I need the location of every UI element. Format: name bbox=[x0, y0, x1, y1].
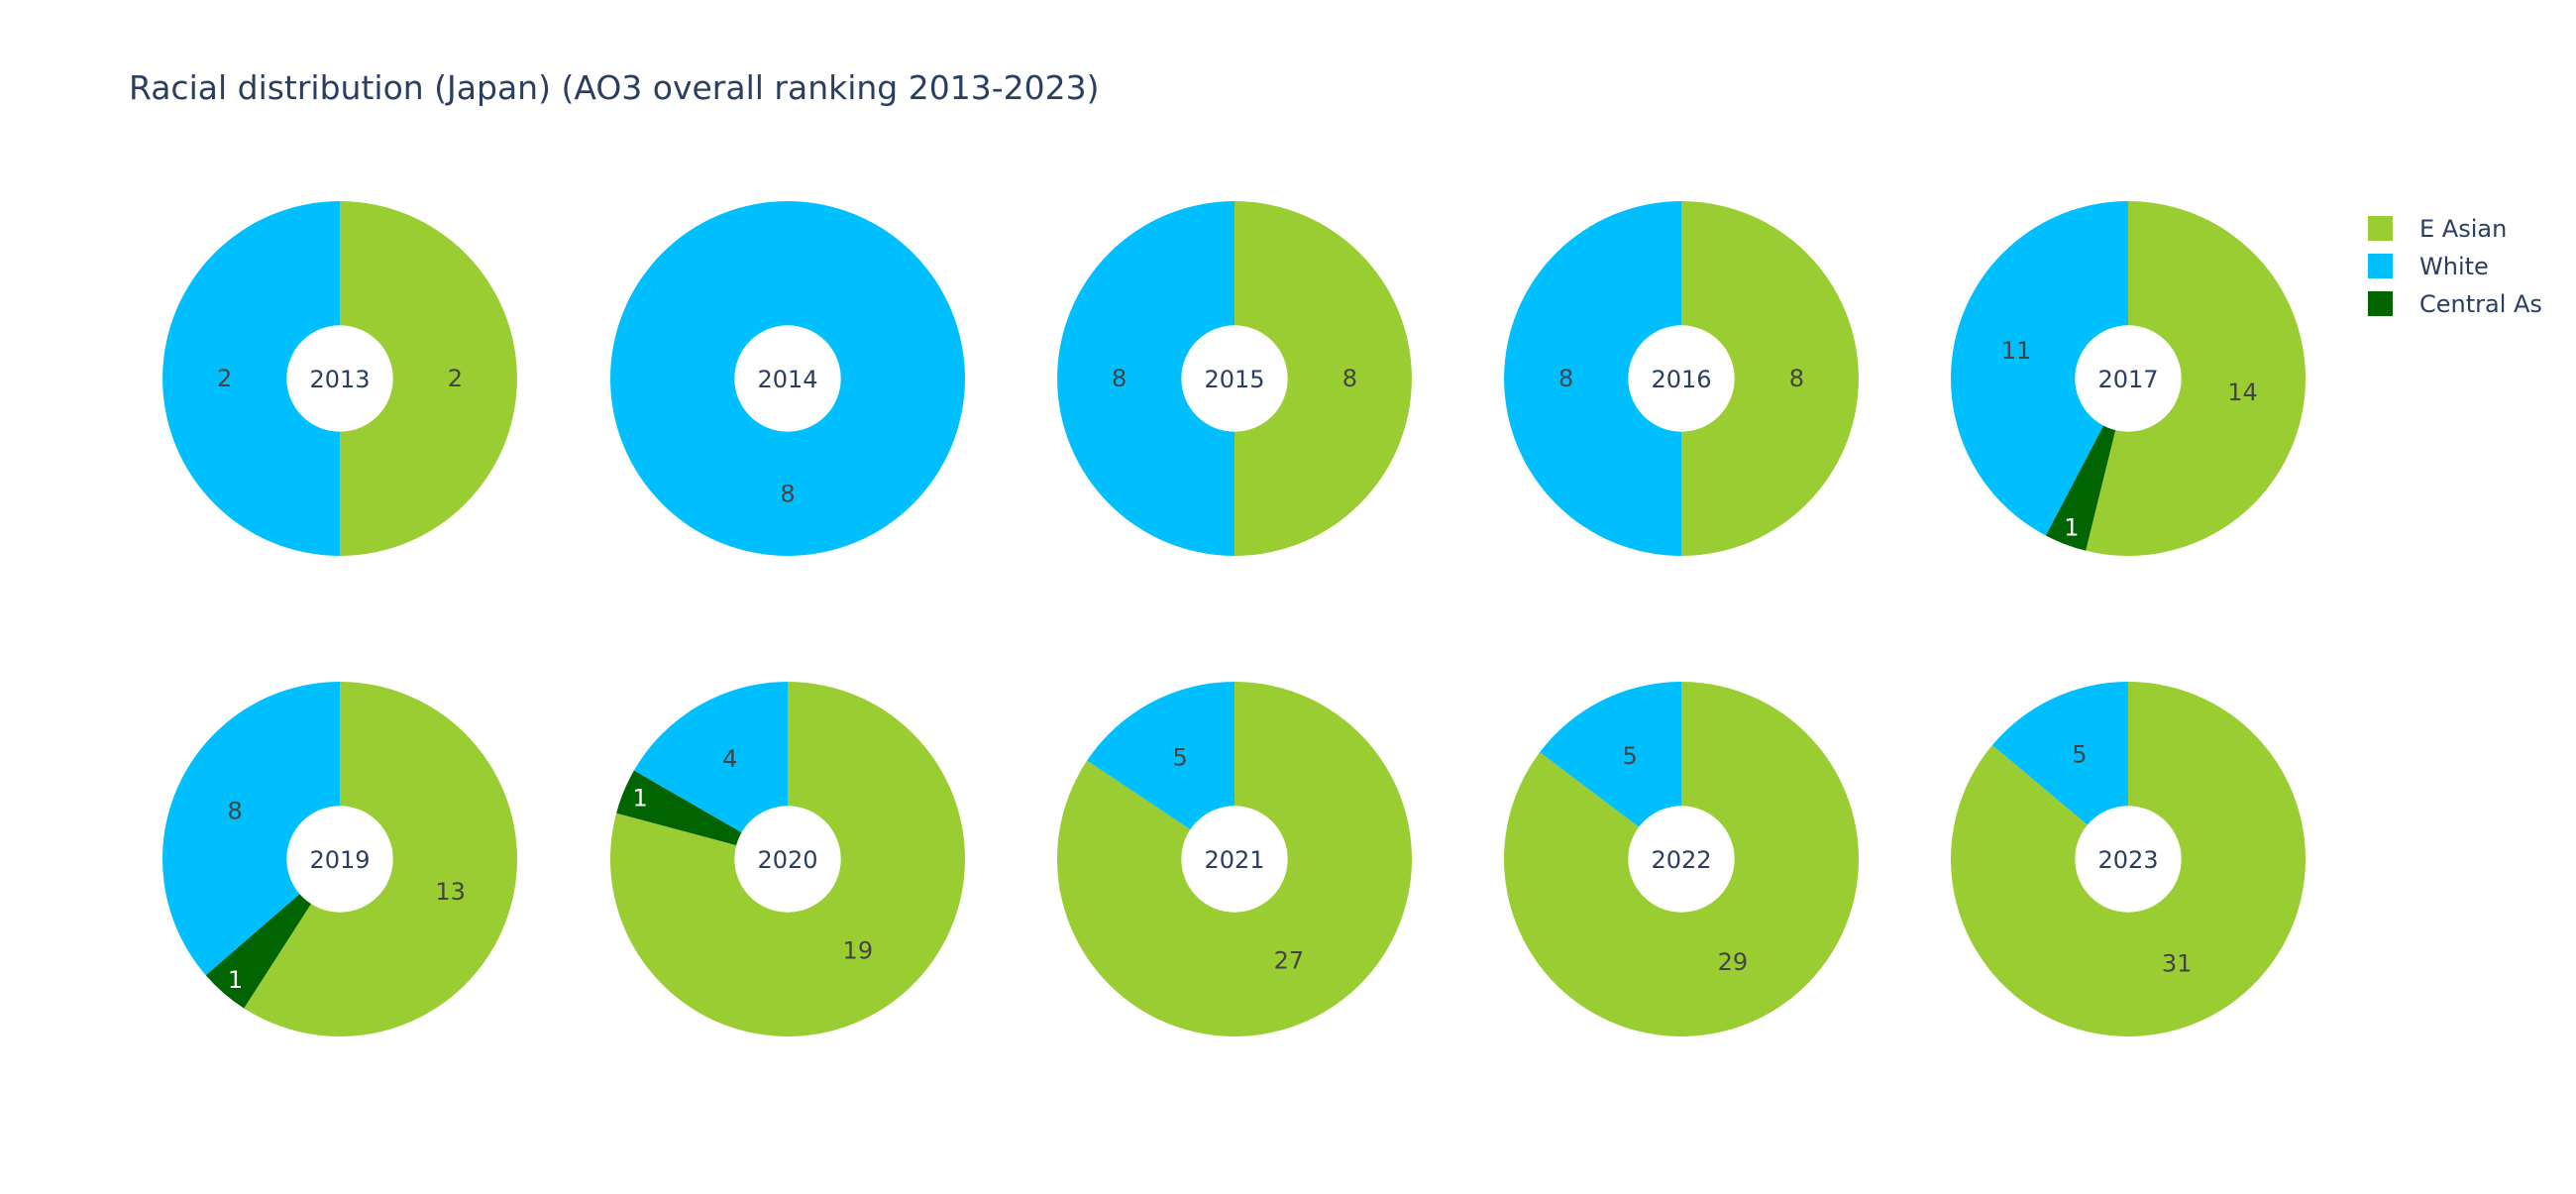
slice-2017-e-asian[interactable] bbox=[2086, 201, 2306, 556]
pie-center-label-2019: 2019 bbox=[309, 846, 370, 874]
pie-center-label-2016: 2016 bbox=[1651, 366, 1711, 393]
legend-item-central-as[interactable]: Central As bbox=[2368, 290, 2542, 318]
pie-2021: 27 5 2021 bbox=[1057, 682, 1412, 1037]
slice-label-2015-e-asian: 8 bbox=[1342, 365, 1357, 392]
pie-2020: 19 1 4 2020 bbox=[610, 682, 966, 1036]
slice-label-2023-white: 5 bbox=[2072, 741, 2087, 769]
slice-2019-white[interactable] bbox=[162, 682, 340, 976]
pie-hole-2013 bbox=[286, 325, 393, 432]
slice-2013-e-asian[interactable] bbox=[340, 201, 517, 556]
pie-2015: 8 8 2015 bbox=[1057, 201, 1412, 556]
pie-hole-2022 bbox=[1628, 806, 1735, 913]
slice-2017-white[interactable] bbox=[1950, 201, 2128, 536]
pie-hole-2014 bbox=[734, 325, 841, 432]
slice-label-2017-e-asian: 14 bbox=[2227, 379, 2258, 406]
pie-center-label-2017: 2017 bbox=[2097, 366, 2158, 393]
pie-2019: 13 1 8 2019 bbox=[162, 682, 517, 1036]
slice-label-2023-e-asian: 31 bbox=[2162, 949, 2193, 977]
slice-2021-white[interactable] bbox=[1087, 682, 1234, 859]
pie-2016: 8 8 2016 bbox=[1504, 201, 1859, 556]
legend-label-white: White bbox=[2419, 253, 2489, 280]
legend-swatch-central-as bbox=[2368, 291, 2393, 316]
pie-hole-2017 bbox=[2075, 325, 2182, 432]
legend-label-central-as: Central As bbox=[2419, 290, 2542, 318]
pie-center-label-2021: 2021 bbox=[1204, 846, 1264, 874]
slice-2016-e-asian[interactable] bbox=[1681, 201, 1859, 556]
slice-2023-white[interactable] bbox=[1991, 682, 2128, 859]
slice-label-2017-central-as: 1 bbox=[2064, 514, 2079, 542]
slice-2020-white[interactable] bbox=[633, 682, 788, 859]
legend-swatch-white bbox=[2368, 254, 2393, 278]
slice-2016-white[interactable] bbox=[1504, 201, 1681, 556]
slice-label-2020-white: 4 bbox=[722, 745, 737, 773]
slice-label-2019-central-as: 1 bbox=[228, 966, 243, 994]
slice-label-2013-e-asian: 2 bbox=[448, 365, 463, 392]
slice-label-2019-e-asian: 13 bbox=[435, 878, 466, 906]
slice-2013-white[interactable] bbox=[162, 201, 340, 556]
slice-label-2021-e-asian: 27 bbox=[1274, 947, 1305, 975]
pie-2014: 8 2014 bbox=[610, 201, 965, 556]
slice-2022-white[interactable] bbox=[1540, 682, 1681, 859]
pie-hole-2021 bbox=[1181, 806, 1288, 913]
legend-label-e-asian: E Asian bbox=[2419, 215, 2507, 243]
slice-label-2019-white: 8 bbox=[228, 798, 243, 825]
slice-label-2020-e-asian: 19 bbox=[843, 936, 874, 964]
pie-hole-2016 bbox=[1628, 325, 1735, 432]
chart-title: Racial distribution (Japan) (AO3 overall… bbox=[129, 68, 1100, 107]
slice-label-2016-e-asian: 8 bbox=[1789, 365, 1804, 392]
legend: E Asian White Central As bbox=[2368, 215, 2542, 318]
slice-label-2021-white: 5 bbox=[1173, 743, 1188, 771]
slice-label-2015-white: 8 bbox=[1112, 365, 1127, 392]
legend-swatch-e-asian bbox=[2368, 216, 2393, 241]
slice-label-2014-white: 8 bbox=[780, 480, 795, 507]
pie-hole-2019 bbox=[286, 806, 393, 913]
pie-center-label-2023: 2023 bbox=[2097, 846, 2158, 874]
slice-label-2013-white: 2 bbox=[217, 365, 232, 392]
pie-hole-2023 bbox=[2075, 806, 2182, 913]
pie-center-label-2020: 2020 bbox=[757, 846, 817, 874]
pie-center-label-2013: 2013 bbox=[309, 366, 370, 393]
pie-center-label-2015: 2015 bbox=[1204, 366, 1264, 393]
pie-center-label-2022: 2022 bbox=[1651, 846, 1711, 874]
pie-2023: 31 5 2023 bbox=[1950, 682, 2307, 1036]
slice-label-2017-white: 11 bbox=[2001, 337, 2032, 365]
pie-center-label-2014: 2014 bbox=[757, 366, 817, 393]
pie-hole-2020 bbox=[734, 806, 841, 913]
slice-2015-white[interactable] bbox=[1057, 201, 1234, 556]
slice-label-2022-e-asian: 29 bbox=[1718, 948, 1749, 976]
slice-label-2022-white: 5 bbox=[1622, 742, 1637, 770]
pie-hole-2015 bbox=[1181, 325, 1288, 432]
legend-item-white[interactable]: White bbox=[2368, 253, 2489, 280]
pie-2013: 2 2 2013 bbox=[162, 201, 517, 556]
slice-2015-e-asian[interactable] bbox=[1234, 201, 1412, 556]
slice-label-2016-white: 8 bbox=[1558, 365, 1573, 392]
legend-item-e-asian[interactable]: E Asian bbox=[2368, 215, 2507, 243]
slice-label-2020-central-as: 1 bbox=[633, 784, 648, 812]
pie-2022: 29 5 2022 bbox=[1504, 682, 1859, 1036]
